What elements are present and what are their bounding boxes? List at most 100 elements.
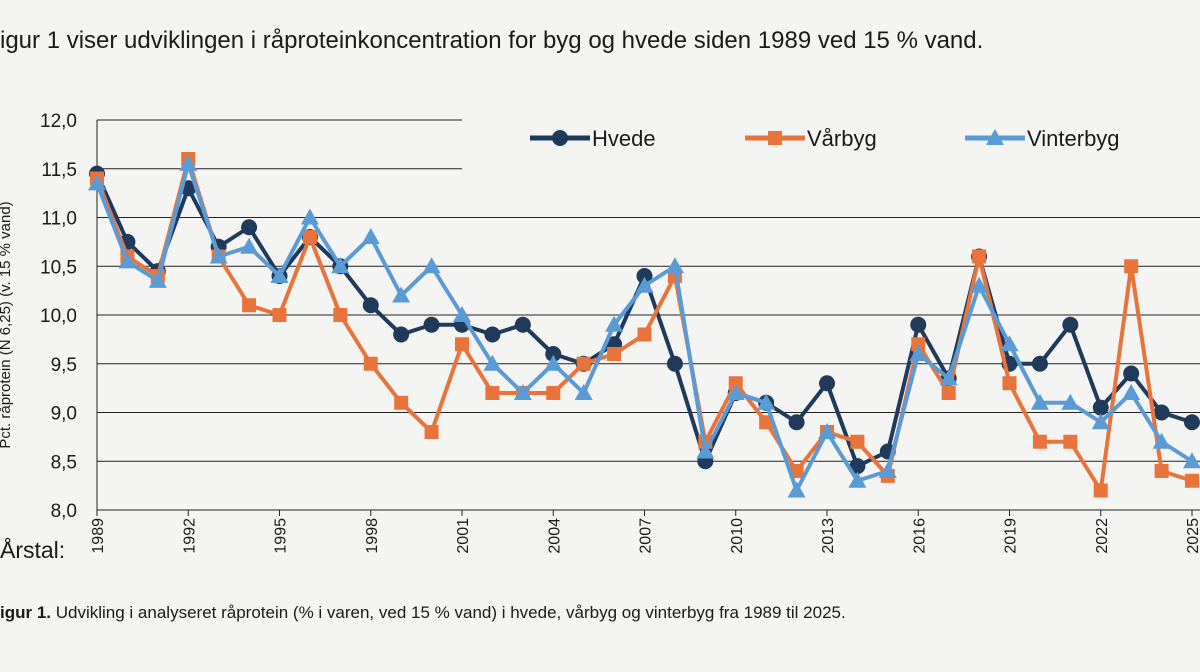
y-tick-label: 11,5 [41, 160, 77, 181]
y-tick-label: 10,5 [40, 257, 77, 278]
data-point [911, 337, 926, 352]
caption: igur 1. Udvikling i analyseret råprotein… [0, 603, 846, 622]
data-point [970, 276, 989, 293]
data-point [666, 355, 683, 372]
data-point [850, 434, 865, 449]
x-tick-label: 2022 [1094, 518, 1111, 554]
data-point [1153, 404, 1170, 421]
data-point [939, 369, 958, 386]
data-point [1002, 376, 1017, 391]
caption-text: Udvikling i analyseret råprotein (% i va… [51, 603, 846, 622]
y-tick-label: 11,0 [41, 209, 77, 230]
data-point [909, 345, 928, 361]
data-point [485, 386, 500, 400]
data-point [1184, 414, 1200, 431]
data-point [331, 257, 350, 274]
data-point [1031, 355, 1048, 372]
legend-label: Hvede [592, 126, 656, 151]
data-point [757, 393, 776, 410]
data-point [1123, 365, 1140, 382]
x-tick-label: 1992 [181, 518, 198, 554]
data-point [696, 442, 715, 459]
data-point [453, 306, 471, 322]
data-point [972, 249, 987, 264]
data-point [1154, 464, 1169, 478]
series-line [95, 157, 1193, 493]
data-point [483, 354, 502, 371]
data-point [1063, 434, 1078, 449]
data-point [637, 327, 652, 342]
caption-label: igur 1. [0, 603, 51, 622]
data-point [241, 219, 258, 236]
data-point [1152, 432, 1171, 449]
data-point [1124, 259, 1139, 274]
x-tick-label: 2010 [729, 518, 746, 554]
legend-label: Vinterbyg [1027, 126, 1120, 151]
data-point [423, 316, 440, 333]
y-tick-label: 10,0 [40, 306, 77, 327]
data-point [787, 481, 806, 498]
data-point [362, 297, 379, 314]
data-point [728, 376, 743, 391]
data-point [333, 308, 348, 322]
x-tick-label: 2013 [820, 518, 837, 554]
data-point [393, 326, 410, 343]
legend-marker [552, 130, 568, 146]
data-point [545, 346, 562, 362]
data-point [240, 237, 259, 254]
data-point [910, 316, 927, 333]
series-line [95, 161, 1194, 493]
data-point [392, 286, 411, 303]
data-point [302, 230, 317, 244]
data-point [242, 298, 257, 313]
legend-marker [986, 129, 1004, 145]
data-point [1062, 316, 1079, 333]
data-point [484, 326, 501, 343]
x-tick-label: 2001 [455, 518, 472, 554]
y-tick-label: 12,0 [40, 111, 77, 132]
data-point [179, 154, 198, 171]
x-tick-label: 1989 [90, 518, 107, 554]
data-point [1122, 384, 1141, 400]
x-axis-label: Årstal: [0, 536, 65, 563]
data-point [148, 271, 167, 288]
x-tick-label: 1998 [364, 518, 381, 554]
data-point [422, 257, 441, 274]
data-point [544, 354, 563, 371]
data-point [209, 247, 228, 264]
data-point [878, 462, 897, 478]
data-point [1093, 483, 1108, 498]
data-point [361, 228, 380, 244]
data-point [455, 337, 469, 352]
data-point [941, 386, 956, 400]
legend-label: Vårbyg [807, 126, 877, 151]
data-point [272, 308, 287, 322]
data-point [1183, 452, 1200, 469]
data-point [1000, 335, 1019, 352]
data-point [1185, 473, 1199, 488]
data-point [394, 395, 409, 410]
data-point [665, 257, 684, 274]
plot: 8,0 8,5 9,0 9,5 10,0 10,5 11,0 11,5 12,0 1989 1992… [40, 108, 1200, 554]
data-point [513, 384, 532, 400]
data-point [424, 425, 439, 439]
data-point [300, 208, 319, 225]
y-tick-label: 9,0 [51, 404, 77, 425]
x-tick-label: 1995 [273, 518, 290, 554]
data-point [819, 375, 835, 392]
data-point [576, 356, 591, 371]
x-tick-label: 2025 [1185, 518, 1200, 554]
data-point [88, 174, 106, 191]
data-point [1032, 434, 1047, 449]
data-point [635, 276, 654, 293]
data-point [726, 384, 745, 400]
data-point [1061, 393, 1080, 410]
data-point [605, 315, 624, 332]
y-axis-label: Pct. råprotein (N 6,25) (v. 15 % vand) [0, 201, 14, 448]
data-point [546, 386, 561, 400]
legend-background [462, 108, 1200, 188]
data-point [363, 356, 378, 371]
legend-marker [768, 131, 782, 145]
x-tick-label: 2019 [1003, 518, 1020, 554]
